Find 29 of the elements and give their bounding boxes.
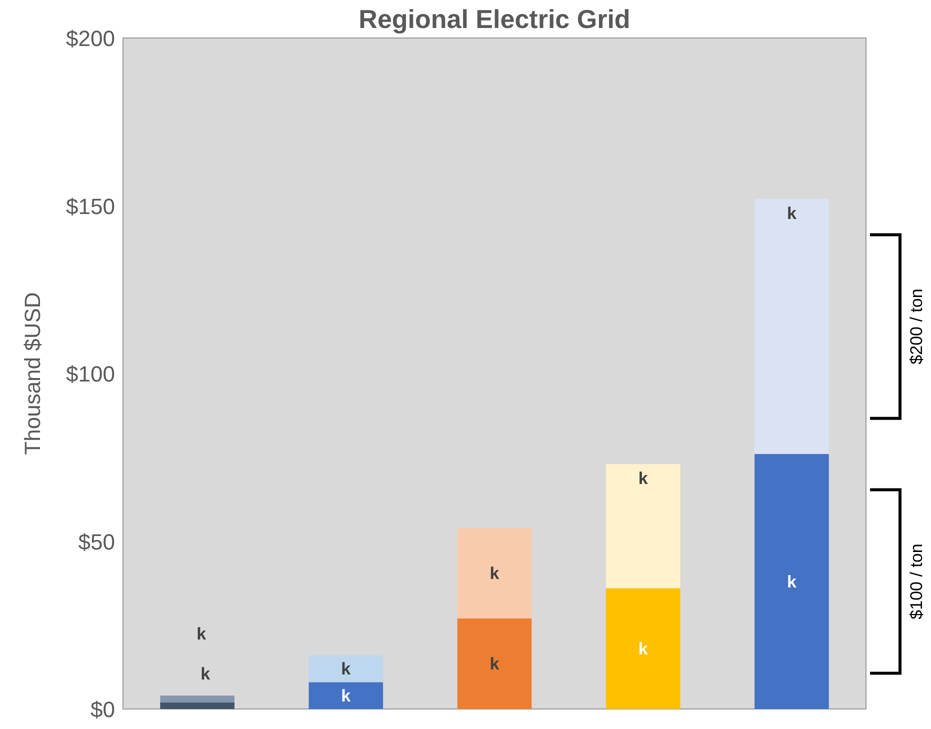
data-label: k [200,664,211,684]
bar [606,588,680,709]
text: $200 / ton [907,288,926,364]
bar [457,528,532,618]
bar [308,682,384,709]
bar [754,454,829,709]
y-tick-label: $0 [90,697,115,722]
bar [160,696,234,702]
data-label: k [196,624,207,644]
data-label: k [490,654,500,674]
data-label: k [786,204,797,224]
bar [606,464,680,588]
bar [160,702,234,709]
data-label: k [490,564,500,584]
y-tick-label: $150 [66,194,115,219]
y-tick-label: $50 [78,529,115,554]
data-label: k [341,686,352,706]
text: $100 / ton [907,544,926,620]
y-axis-title: Thousand $USD [20,292,45,455]
bar [457,618,532,709]
data-label: k [786,572,797,592]
bar [308,655,384,682]
data-label: k [638,640,648,659]
chart-title: Regional Electric Grid [358,4,630,34]
data-label: k [341,660,352,679]
y-tick-label: $200 [66,26,115,51]
data-label: k [638,469,648,488]
bar [754,199,829,454]
y-tick-label: $100 [66,362,115,386]
